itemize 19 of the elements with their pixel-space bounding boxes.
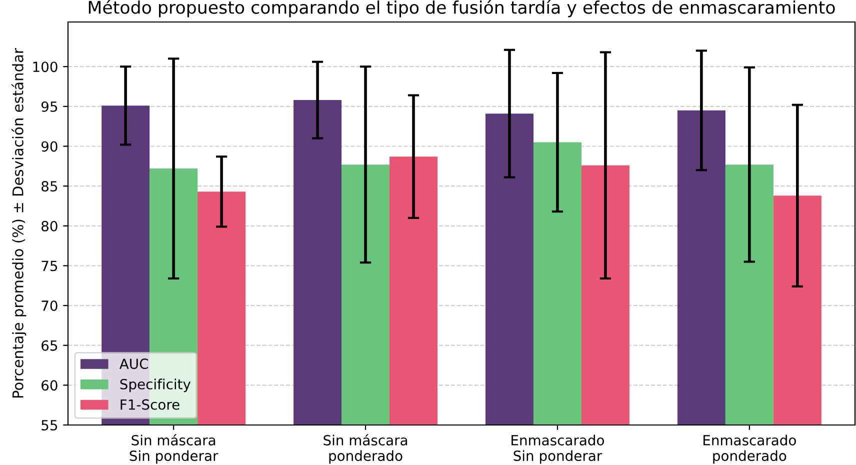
- y-tick-label: 80: [42, 220, 58, 232]
- y-tick-label: 75: [42, 260, 58, 272]
- y-tick-label: 100: [33, 62, 58, 72]
- y-axis-title: Porcentaje promedio (%) ± Desviación estándar: [12, 48, 26, 398]
- y-tick-label: 60: [42, 380, 58, 391]
- chart-title: Método propuesto comparando el tipo de fusión tardía y efectos de enmascaramiento: [88, 0, 835, 18]
- legend-label: AUC: [119, 358, 148, 370]
- x-tick-label: Sin máscara ponderado: [324, 434, 408, 464]
- y-tick-label: 65: [42, 340, 58, 351]
- y-tick-label: 90: [41, 141, 58, 152]
- legend-label: F1-Score: [120, 399, 180, 410]
- legend-label: Specificity: [120, 378, 191, 392]
- y-tick-label: 95: [41, 101, 58, 112]
- x-tick-label: Sin máscara Sin ponderar: [130, 434, 218, 464]
- x-tick-label: Enmascarado Sin ponderar: [512, 434, 604, 464]
- y-tick-label: 85: [42, 181, 58, 192]
- x-tick-label: Enmascarado ponderado: [704, 434, 796, 464]
- y-tick-label: 55: [42, 420, 58, 430]
- y-tick-label: 70: [42, 300, 58, 312]
